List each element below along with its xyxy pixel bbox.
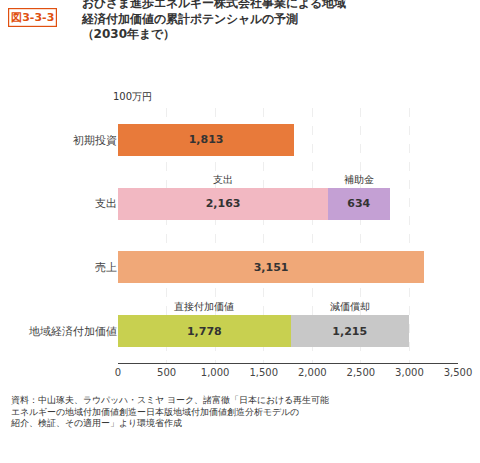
svg-text:2,163: 2,163: [206, 197, 241, 210]
svg-text:支出: 支出: [95, 197, 117, 210]
svg-text:2,000: 2,000: [298, 367, 327, 378]
svg-text:3,151: 3,151: [254, 261, 289, 274]
svg-text:地域経済付加価値: 地域経済付加価値: [28, 325, 117, 338]
svg-text:634: 634: [347, 197, 370, 210]
svg-text:売上: 売上: [95, 261, 117, 274]
svg-text:支出: 支出: [213, 174, 233, 185]
svg-text:2,500: 2,500: [347, 367, 376, 378]
svg-text:初期投資: 初期投資: [73, 134, 117, 147]
svg-text:3,000: 3,000: [395, 367, 424, 378]
svg-text:補助金: 補助金: [344, 174, 374, 185]
svg-text:減価償却: 減価償却: [330, 301, 370, 312]
svg-text:1,215: 1,215: [332, 325, 367, 338]
svg-text:図3-3-3: 図3-3-3: [11, 11, 54, 24]
svg-text:3,500: 3,500: [444, 367, 473, 378]
svg-text:500: 500: [157, 367, 176, 378]
svg-text:1,778: 1,778: [187, 325, 222, 338]
svg-text:直接付加価値: 直接付加価値: [174, 301, 234, 312]
svg-text:0: 0: [115, 367, 121, 378]
svg-text:1,813: 1,813: [189, 133, 224, 146]
svg-text:1,000: 1,000: [201, 367, 230, 378]
svg-text:1,500: 1,500: [249, 367, 278, 378]
svg-text:資料：中山琢夫、ラウパッハ・スミヤ ヨーク、諸富徹「日本にお: 資料：中山琢夫、ラウパッハ・スミヤ ヨーク、諸富徹「日本における再生可能エネルギ…: [10, 395, 329, 428]
svg-text:100万円: 100万円: [113, 91, 152, 102]
svg-text:おひさま進歩エネルギー株式会社事業による地域経済付加価値の累: おひさま進歩エネルギー株式会社事業による地域経済付加価値の累計ポテンシャルの予測…: [81, 0, 346, 41]
